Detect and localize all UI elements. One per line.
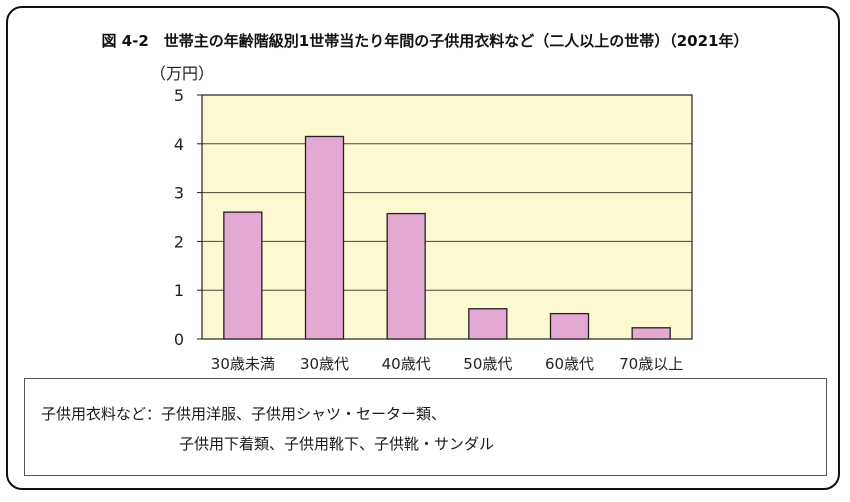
x-tick-label: 60歳代 — [545, 355, 594, 373]
bar-3 — [386, 212, 426, 340]
x-tick-label: 30歳代 — [300, 355, 349, 373]
x-tick-label: 50歳代 — [463, 355, 512, 373]
y-tick-label: 0 — [174, 330, 184, 349]
plot-area — [202, 95, 692, 339]
y-tick-label: 2 — [174, 232, 184, 251]
bar-2 — [304, 135, 345, 340]
bar-4 — [468, 308, 508, 340]
x-tick-label: 70歳以上 — [619, 355, 683, 373]
bar-chart: 0 1 2 3 4 5 30歳未満 30歳代 40歳代 50歳代 60歳代 70歳以上 — [174, 86, 693, 373]
y-axis-unit-label: （万円） — [150, 64, 215, 83]
y-tick-label: 3 — [174, 184, 184, 203]
x-tick-label: 40歳代 — [382, 355, 431, 373]
note-line-2: 子供用下着類、子供用靴下、子供靴・サンダル — [179, 435, 495, 453]
note-line-1: 子供用衣料など：子供用洋服、子供用シャツ・セーター類、 — [41, 405, 447, 423]
bar-5 — [549, 312, 590, 340]
y-tick-label: 5 — [174, 86, 184, 105]
bar-6 — [631, 327, 671, 340]
legend-note-box: 子供用衣料など：子供用洋服、子供用シャツ・セーター類、 子供用下着類、子供用靴下… — [24, 378, 827, 476]
y-tick-label: 4 — [174, 135, 184, 154]
plot-border — [201, 94, 693, 340]
y-tick-label: 1 — [174, 281, 184, 300]
bar-1 — [223, 211, 263, 340]
chart-title: 図 4-2 世帯主の年齢階級別1世帯当たり年間の子供用衣料など（二人以上の世帯）… — [101, 32, 749, 50]
x-tick-label: 30歳未満 — [211, 355, 275, 373]
